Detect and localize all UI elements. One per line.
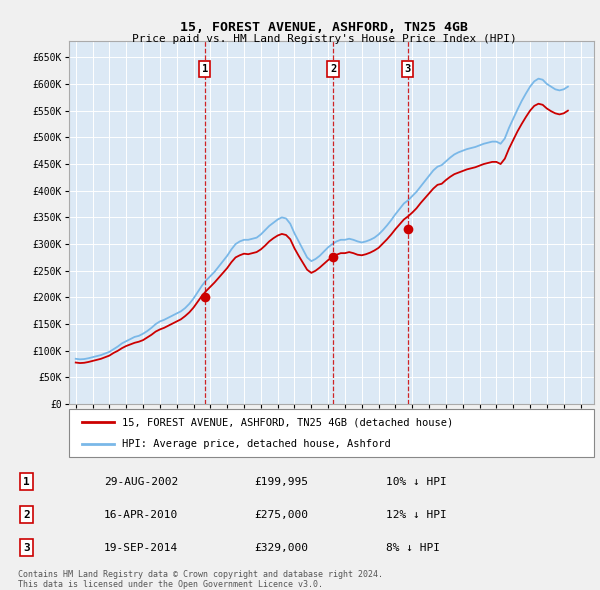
Text: £329,000: £329,000 (254, 543, 308, 553)
Text: HPI: Average price, detached house, Ashford: HPI: Average price, detached house, Ashf… (121, 439, 390, 449)
Text: Contains HM Land Registry data © Crown copyright and database right 2024.
This d: Contains HM Land Registry data © Crown c… (18, 570, 383, 589)
Text: Price paid vs. HM Land Registry's House Price Index (HPI): Price paid vs. HM Land Registry's House … (131, 34, 517, 44)
Text: 15, FOREST AVENUE, ASHFORD, TN25 4GB: 15, FOREST AVENUE, ASHFORD, TN25 4GB (180, 21, 468, 34)
FancyBboxPatch shape (69, 409, 594, 457)
Text: 2: 2 (330, 64, 336, 74)
Text: 12% ↓ HPI: 12% ↓ HPI (386, 510, 447, 520)
Text: £275,000: £275,000 (254, 510, 308, 520)
Text: 15, FOREST AVENUE, ASHFORD, TN25 4GB (detached house): 15, FOREST AVENUE, ASHFORD, TN25 4GB (de… (121, 417, 453, 427)
Text: £199,995: £199,995 (254, 477, 308, 487)
Text: 1: 1 (23, 477, 30, 487)
Text: 3: 3 (23, 543, 30, 553)
Text: 16-APR-2010: 16-APR-2010 (104, 510, 178, 520)
Text: 1: 1 (202, 64, 208, 74)
Text: 29-AUG-2002: 29-AUG-2002 (104, 477, 178, 487)
Text: 19-SEP-2014: 19-SEP-2014 (104, 543, 178, 553)
Text: 10% ↓ HPI: 10% ↓ HPI (386, 477, 447, 487)
Text: 8% ↓ HPI: 8% ↓ HPI (386, 543, 440, 553)
Text: 2: 2 (23, 510, 30, 520)
Text: 3: 3 (404, 64, 410, 74)
